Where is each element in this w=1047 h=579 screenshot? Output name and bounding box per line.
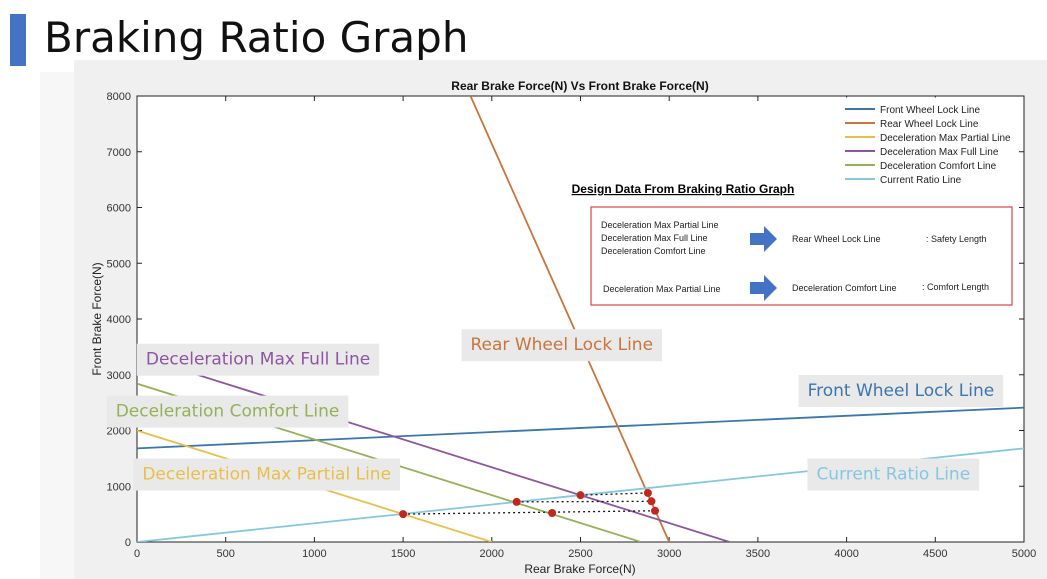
intersection-point: [512, 497, 521, 506]
right-arrow-icon: [750, 275, 777, 301]
line-label: Current Ratio Line: [816, 465, 970, 485]
x-tick-label: 5000: [1012, 548, 1036, 560]
legend-entry: Deceleration Max Full Line: [880, 147, 999, 158]
line-label-group: Rear Wheel Lock Line: [461, 329, 663, 362]
line-label-bg: [106, 395, 349, 428]
line-label-group: Deceleration Comfort Line: [106, 395, 349, 428]
x-tick-label: 4500: [923, 548, 947, 560]
intersection-point: [647, 497, 656, 506]
y-tick-label: 2000: [107, 426, 131, 438]
plot-title: Rear Brake Force(N) Vs Front Brake Force…: [451, 79, 708, 93]
line-label: Deceleration Comfort Line: [116, 402, 340, 422]
design-row1-source: Deceleration Max Full Line: [601, 233, 708, 243]
x-tick-label: 500: [217, 548, 235, 560]
legend-box: [838, 97, 1018, 189]
x-tick-label: 1500: [391, 548, 415, 560]
line-label-group: Front Wheel Lock Line: [798, 374, 1004, 407]
intersection-point: [548, 509, 557, 518]
x-tick-label: 1000: [302, 548, 326, 560]
x-tick-label: 3500: [746, 548, 770, 560]
line-label: Rear Wheel Lock Line: [471, 335, 654, 355]
y-tick-label: 6000: [107, 203, 131, 215]
legend-entry: Rear Wheel Lock Line: [880, 119, 979, 130]
line-label-bg: [133, 458, 401, 491]
design-row2-target: Deceleration Comfort Line: [792, 283, 897, 293]
y-tick-label: 4000: [107, 314, 131, 326]
title-accent-bar: [10, 14, 26, 66]
design-row2-result: : Comfort Length: [922, 282, 989, 292]
x-tick-label: 4000: [834, 548, 858, 560]
x-tick-label: 2000: [480, 548, 504, 560]
intersection-point: [576, 491, 585, 500]
line-label-group: Deceleration Max Partial Line: [133, 458, 401, 491]
x-tick-label: 3000: [657, 548, 681, 560]
design-row1-result: : Safety Length: [926, 234, 987, 244]
y-tick-label: 1000: [107, 481, 131, 493]
series-front-wheel-lock-line: [137, 406, 1024, 450]
legend-entry: Deceleration Max Partial Line: [880, 133, 1011, 144]
y-tick-label: 7000: [107, 147, 131, 159]
line-label-bg: [461, 329, 663, 362]
intersection-point: [643, 488, 652, 497]
figure-margin: [40, 72, 74, 579]
intersection-point: [651, 506, 660, 515]
legend-entry: Deceleration Comfort Line: [880, 161, 997, 172]
y-tick-label: 5000: [107, 258, 131, 270]
dotted-connector: [580, 492, 648, 496]
slide-title: Braking Ratio Graph: [44, 13, 469, 62]
right-arrow-icon: [750, 226, 777, 252]
line-label-bg: [136, 343, 380, 376]
design-data-box: [590, 206, 1013, 306]
legend-entry: Front Wheel Lock Line: [880, 105, 980, 116]
intersection-point: [399, 510, 408, 519]
x-tick-label: 2500: [568, 548, 592, 560]
line-label-group: Deceleration Max Full Line: [136, 343, 380, 376]
y-axis-title: Front Brake Force(N): [90, 262, 104, 375]
x-tick-label: 0: [134, 548, 140, 560]
legend-entry: Current Ratio Line: [880, 175, 962, 186]
line-label: Front Wheel Lock Line: [808, 381, 995, 401]
design-data-title: Design Data From Braking Ratio Graph: [572, 182, 795, 196]
design-row1-target: Rear Wheel Lock Line: [792, 234, 881, 244]
design-row1-source: Deceleration Comfort Line: [601, 246, 706, 256]
design-row2-source: Deceleration Max Partial Line: [603, 284, 721, 294]
series-rear-wheel-lock-line: [469, 96, 671, 542]
x-axis-title: Rear Brake Force(N): [524, 562, 635, 576]
design-row1-source: Deceleration Max Partial Line: [601, 220, 719, 230]
line-label-bg: [807, 458, 980, 491]
y-tick-label: 0: [125, 537, 131, 549]
dotted-connector: [403, 510, 656, 515]
line-label: Deceleration Max Full Line: [146, 350, 370, 370]
line-label-bg: [798, 374, 1004, 407]
y-tick-label: 8000: [107, 91, 131, 103]
series-deceleration-max-full-line: [137, 354, 730, 542]
y-tick-label: 3000: [107, 370, 131, 382]
line-label-group: Current Ratio Line: [807, 458, 980, 491]
line-label: Deceleration Max Partial Line: [142, 465, 391, 485]
